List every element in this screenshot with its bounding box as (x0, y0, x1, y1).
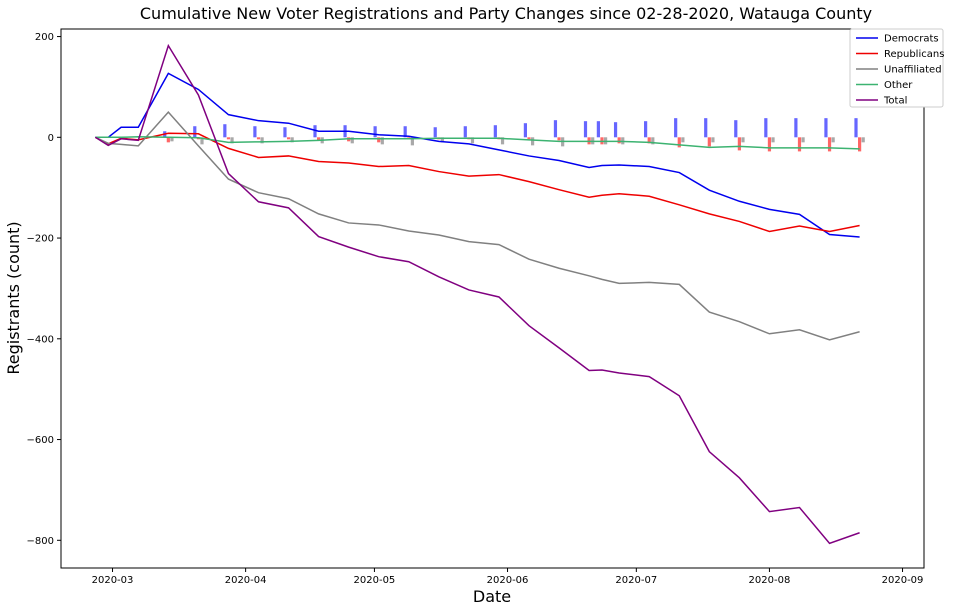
bar (617, 137, 621, 144)
bar (283, 127, 287, 138)
bar (553, 120, 558, 138)
bar (734, 120, 738, 138)
legend-label-democrats: Democrats (884, 34, 939, 45)
y-tick-label: −400 (27, 334, 54, 345)
legend-label-total: Total (883, 96, 907, 107)
bar (613, 122, 618, 138)
bar (166, 137, 170, 143)
y-tick-label: 200 (35, 32, 54, 43)
bar (858, 137, 862, 152)
bar (557, 137, 561, 141)
bar (651, 137, 655, 145)
y-axis-label: Registrants (count) (4, 221, 23, 374)
bar (350, 137, 354, 144)
bar (707, 137, 711, 147)
chart-title: Cumulative New Voter Registrations and P… (140, 4, 872, 23)
legend-label-republicans: Republicans (884, 49, 944, 60)
bar (226, 137, 231, 140)
bar (767, 137, 772, 152)
x-axis-label: Date (473, 587, 511, 606)
bar (410, 137, 414, 146)
x-axis: 2020-03 2020-04 2020-05 2020-06 2020-07 2020-… (92, 568, 924, 586)
bar (253, 126, 257, 138)
y-tick-label: −200 (27, 234, 54, 245)
bar (523, 123, 527, 138)
bar (861, 137, 865, 143)
bar (596, 121, 600, 138)
bar (674, 118, 678, 138)
bar (463, 126, 467, 138)
bar (794, 118, 798, 138)
x-tick-label: 2020-05 (354, 575, 396, 586)
bar (260, 137, 264, 144)
bar (230, 137, 234, 144)
bar (223, 124, 227, 138)
bar (470, 137, 475, 144)
x-tick-label: 2020-06 (487, 575, 529, 586)
bar (493, 125, 497, 138)
legend: Democrats Republicans Unaffiliated Other Tot… (849, 28, 944, 108)
y-axis: 200 0 −200 −400 −600 −800 (27, 32, 61, 547)
bar (831, 137, 835, 143)
bar (764, 118, 768, 138)
bar (440, 137, 445, 143)
series-line-democrats (95, 72, 860, 238)
bar (771, 137, 775, 143)
bar (373, 126, 377, 138)
x-tick-label: 2020-04 (225, 575, 267, 586)
series-line-other (95, 136, 860, 150)
bar (583, 121, 588, 138)
plot-frame (60, 28, 925, 569)
bar (256, 137, 261, 140)
y-tick-label: 0 (48, 133, 54, 144)
bar (527, 137, 531, 140)
x-tick-label: 2020-07 (615, 575, 657, 586)
bar (827, 137, 832, 152)
bar (377, 137, 381, 143)
bar (193, 126, 197, 138)
legend-label-unaffiliated: Unaffiliated (884, 65, 942, 76)
y-tick-label: −600 (27, 435, 54, 446)
bar (647, 137, 651, 144)
bar (704, 118, 708, 138)
bar (433, 127, 437, 138)
legend-box (849, 28, 944, 108)
y-tick-label: −800 (27, 536, 54, 547)
bar (644, 121, 648, 138)
bar (854, 118, 858, 138)
series-line-unaffiliated (95, 110, 860, 341)
bar (286, 137, 291, 140)
x-tick-label: 2020-03 (92, 575, 134, 586)
x-tick-label: 2020-09 (882, 575, 924, 586)
x-tick-label: 2020-08 (749, 575, 791, 586)
bar (170, 137, 174, 142)
bar (824, 118, 828, 138)
bar (711, 137, 715, 143)
bar (380, 137, 384, 145)
bar (681, 137, 685, 143)
bar (500, 137, 505, 145)
bar (677, 137, 681, 148)
bar (317, 137, 321, 141)
bar (737, 137, 741, 151)
bar (200, 137, 204, 145)
bar (290, 137, 294, 143)
bar (797, 137, 802, 152)
bar (313, 125, 317, 138)
lines-layer (94, 43, 860, 545)
series-line-total (94, 43, 860, 545)
bar (403, 126, 407, 138)
legend-label-other: Other (884, 80, 913, 91)
bar (531, 137, 535, 146)
bar (801, 137, 805, 143)
bar (741, 137, 745, 143)
